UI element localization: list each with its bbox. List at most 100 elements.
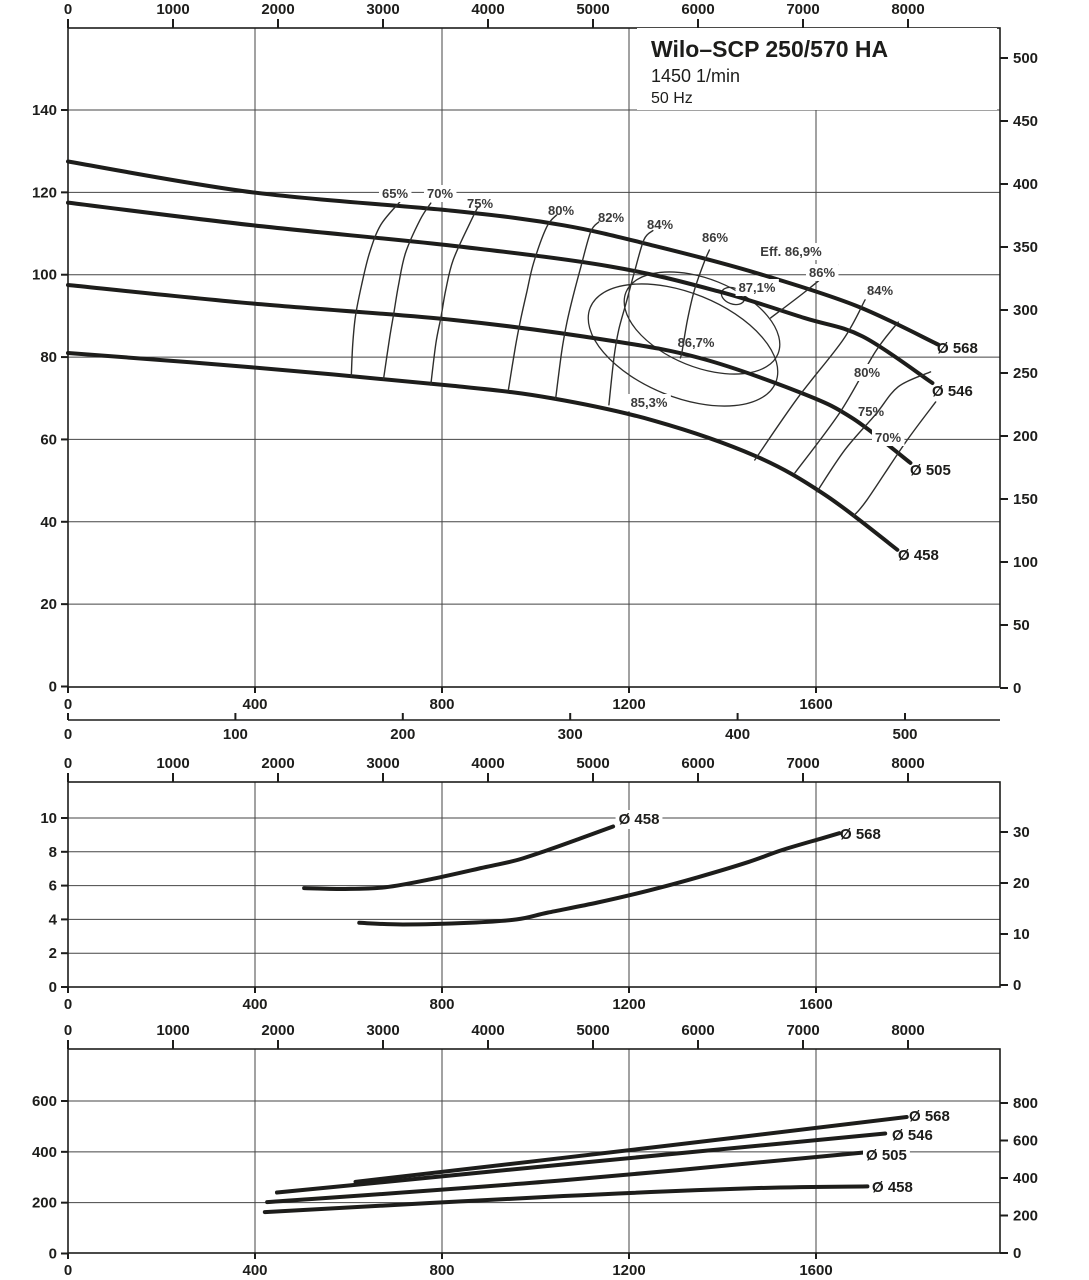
tick-label: 450 bbox=[1013, 113, 1038, 130]
tick-label: 6000 bbox=[681, 755, 714, 772]
tick-label: 3000 bbox=[366, 1, 399, 18]
tick-label: 2000 bbox=[261, 1, 294, 18]
tick-label: 4 bbox=[49, 911, 58, 928]
power-chart-curve-458 bbox=[262, 1184, 870, 1215]
tick-label: 1000 bbox=[156, 755, 189, 772]
tick-label: 6000 bbox=[681, 1022, 714, 1039]
tick-label: 0 bbox=[64, 1262, 72, 1279]
diameter-label-546: Ø 546 bbox=[932, 383, 973, 400]
npsh-chart: 0 1000 2000 3000 4000 5000 6000 7000 80000246810… bbox=[40, 755, 1029, 1013]
tick-label: 100 bbox=[223, 726, 248, 743]
tick-label: 0 bbox=[1013, 680, 1021, 697]
head-chart-curve-eff70 bbox=[382, 202, 432, 380]
tick-label: 400 bbox=[242, 1262, 267, 1279]
tick-label: 1200 bbox=[612, 996, 645, 1013]
tick-label: 0 bbox=[1013, 1245, 1021, 1262]
tick-label: 10 bbox=[40, 810, 57, 827]
tick-label: 1600 bbox=[799, 1262, 832, 1279]
tick-label: 350 bbox=[1013, 239, 1038, 256]
head-chart-curve-546 bbox=[66, 200, 935, 386]
tick-label: 0 bbox=[64, 1022, 72, 1039]
tick-label: 600 bbox=[1013, 1133, 1038, 1150]
power-chart-curve-505 bbox=[265, 1150, 868, 1205]
diameter-label-568: Ø 568 bbox=[909, 1108, 950, 1125]
tick-label: 1600 bbox=[799, 696, 832, 713]
head-chart-curve-eff84right bbox=[754, 299, 866, 461]
tick-label: 4000 bbox=[471, 1, 504, 18]
tick-label: 5000 bbox=[576, 1022, 609, 1039]
tick-label: 400 bbox=[242, 996, 267, 1013]
head-chart-curve-eff86 bbox=[679, 249, 711, 359]
head-chart-curve-eff75 bbox=[430, 206, 479, 386]
tick-label: 8000 bbox=[891, 1, 924, 18]
tick-label: 100 bbox=[32, 267, 57, 284]
tick-label: 120 bbox=[32, 184, 57, 201]
npsh-chart-grid bbox=[68, 782, 1000, 987]
efficiency-label-Eff.86,9: Eff. 86,9% bbox=[760, 244, 822, 259]
tick-label: 8 bbox=[49, 844, 57, 861]
tick-label: 3000 bbox=[366, 1022, 399, 1039]
head-chart-curve-505 bbox=[66, 283, 913, 465]
pump-frequency: 50 Hz bbox=[651, 90, 693, 107]
tick-label: 150 bbox=[1013, 491, 1038, 508]
tick-label: 200 bbox=[32, 1195, 57, 1212]
tick-label: 800 bbox=[429, 696, 454, 713]
tick-label: 600 bbox=[32, 1093, 57, 1110]
efficiency-label-82: 82% bbox=[598, 210, 624, 225]
tick-label: 0 bbox=[49, 679, 57, 696]
diameter-label-458: Ø 458 bbox=[898, 547, 939, 564]
power-chart-axes: 0 1000 2000 3000 4000 5000 6000 7000 80000200400… bbox=[32, 1022, 1038, 1279]
head-chart-curve-568 bbox=[66, 159, 941, 347]
efficiency-label-80: 80% bbox=[854, 365, 880, 380]
tick-label: 4000 bbox=[471, 1022, 504, 1039]
tick-label: 400 bbox=[1013, 176, 1038, 193]
tick-label: 0 bbox=[64, 996, 72, 1013]
tick-label: 50 bbox=[1013, 617, 1030, 634]
tick-label: 20 bbox=[1013, 875, 1030, 892]
tick-label: 4000 bbox=[471, 755, 504, 772]
tick-label: 800 bbox=[429, 996, 454, 1013]
tick-label: 8000 bbox=[891, 1022, 924, 1039]
diameter-label-505: Ø 505 bbox=[910, 462, 951, 479]
efficiency-label-75: 75% bbox=[467, 196, 493, 211]
tick-label: 200 bbox=[1013, 428, 1038, 445]
tick-label: 800 bbox=[429, 1262, 454, 1279]
tick-label: 7000 bbox=[786, 1022, 819, 1039]
tick-label: 400 bbox=[725, 726, 750, 743]
tick-label: 500 bbox=[1013, 50, 1038, 67]
tick-label: 20 bbox=[40, 596, 57, 613]
efficiency-label-75: 75% bbox=[858, 404, 884, 419]
npsh-chart-border bbox=[67, 781, 1001, 988]
tick-label: 60 bbox=[40, 431, 57, 448]
efficiency-label-80: 80% bbox=[548, 203, 574, 218]
power-chart: 0 1000 2000 3000 4000 5000 6000 7000 80000200400… bbox=[32, 1022, 1038, 1279]
tick-label: 1200 bbox=[612, 1262, 645, 1279]
tick-label: 0 bbox=[64, 1, 72, 18]
tick-label: 7000 bbox=[786, 1, 819, 18]
head-chart-curve-eff84 bbox=[608, 229, 654, 406]
tick-label: 400 bbox=[32, 1144, 57, 1161]
power-chart-labels: Ø 568 Ø 546 Ø 505 Ø 458 bbox=[863, 1108, 950, 1196]
head-chart-labels: 65% 70% 75% 80% 82% 84% 86% Eff. 86,9% 86% 87,1% 8… bbox=[378, 185, 978, 564]
tick-label: 200 bbox=[1013, 1208, 1038, 1225]
power-chart-curve-568 bbox=[353, 1115, 909, 1184]
tick-label: 30 bbox=[1013, 824, 1030, 841]
efficiency-label-87,1: 87,1% bbox=[739, 280, 776, 295]
diameter-label-458: Ø 458 bbox=[872, 1179, 913, 1196]
head-chart-curve-eff75right bbox=[816, 371, 932, 493]
tick-label: 200 bbox=[390, 726, 415, 743]
title-block: Wilo–SCP 250/570 HA 1450 1/min 50 Hz bbox=[637, 28, 997, 110]
efficiency-label-65: 65% bbox=[382, 186, 408, 201]
tick-label: 1200 bbox=[612, 696, 645, 713]
efficiency-label-85,3: 85,3% bbox=[631, 395, 668, 410]
tick-label: 300 bbox=[1013, 302, 1038, 319]
tick-label: 10 bbox=[1013, 926, 1030, 943]
tick-label: 8000 bbox=[891, 755, 924, 772]
tick-label: 2000 bbox=[261, 755, 294, 772]
head-chart-axes: 0 1000 2000 3000 4000 5000 6000 7000 80000204060… bbox=[32, 1, 1038, 743]
tick-label: 2000 bbox=[261, 1022, 294, 1039]
tick-label: 5000 bbox=[576, 1, 609, 18]
tick-label: 0 bbox=[64, 696, 72, 713]
